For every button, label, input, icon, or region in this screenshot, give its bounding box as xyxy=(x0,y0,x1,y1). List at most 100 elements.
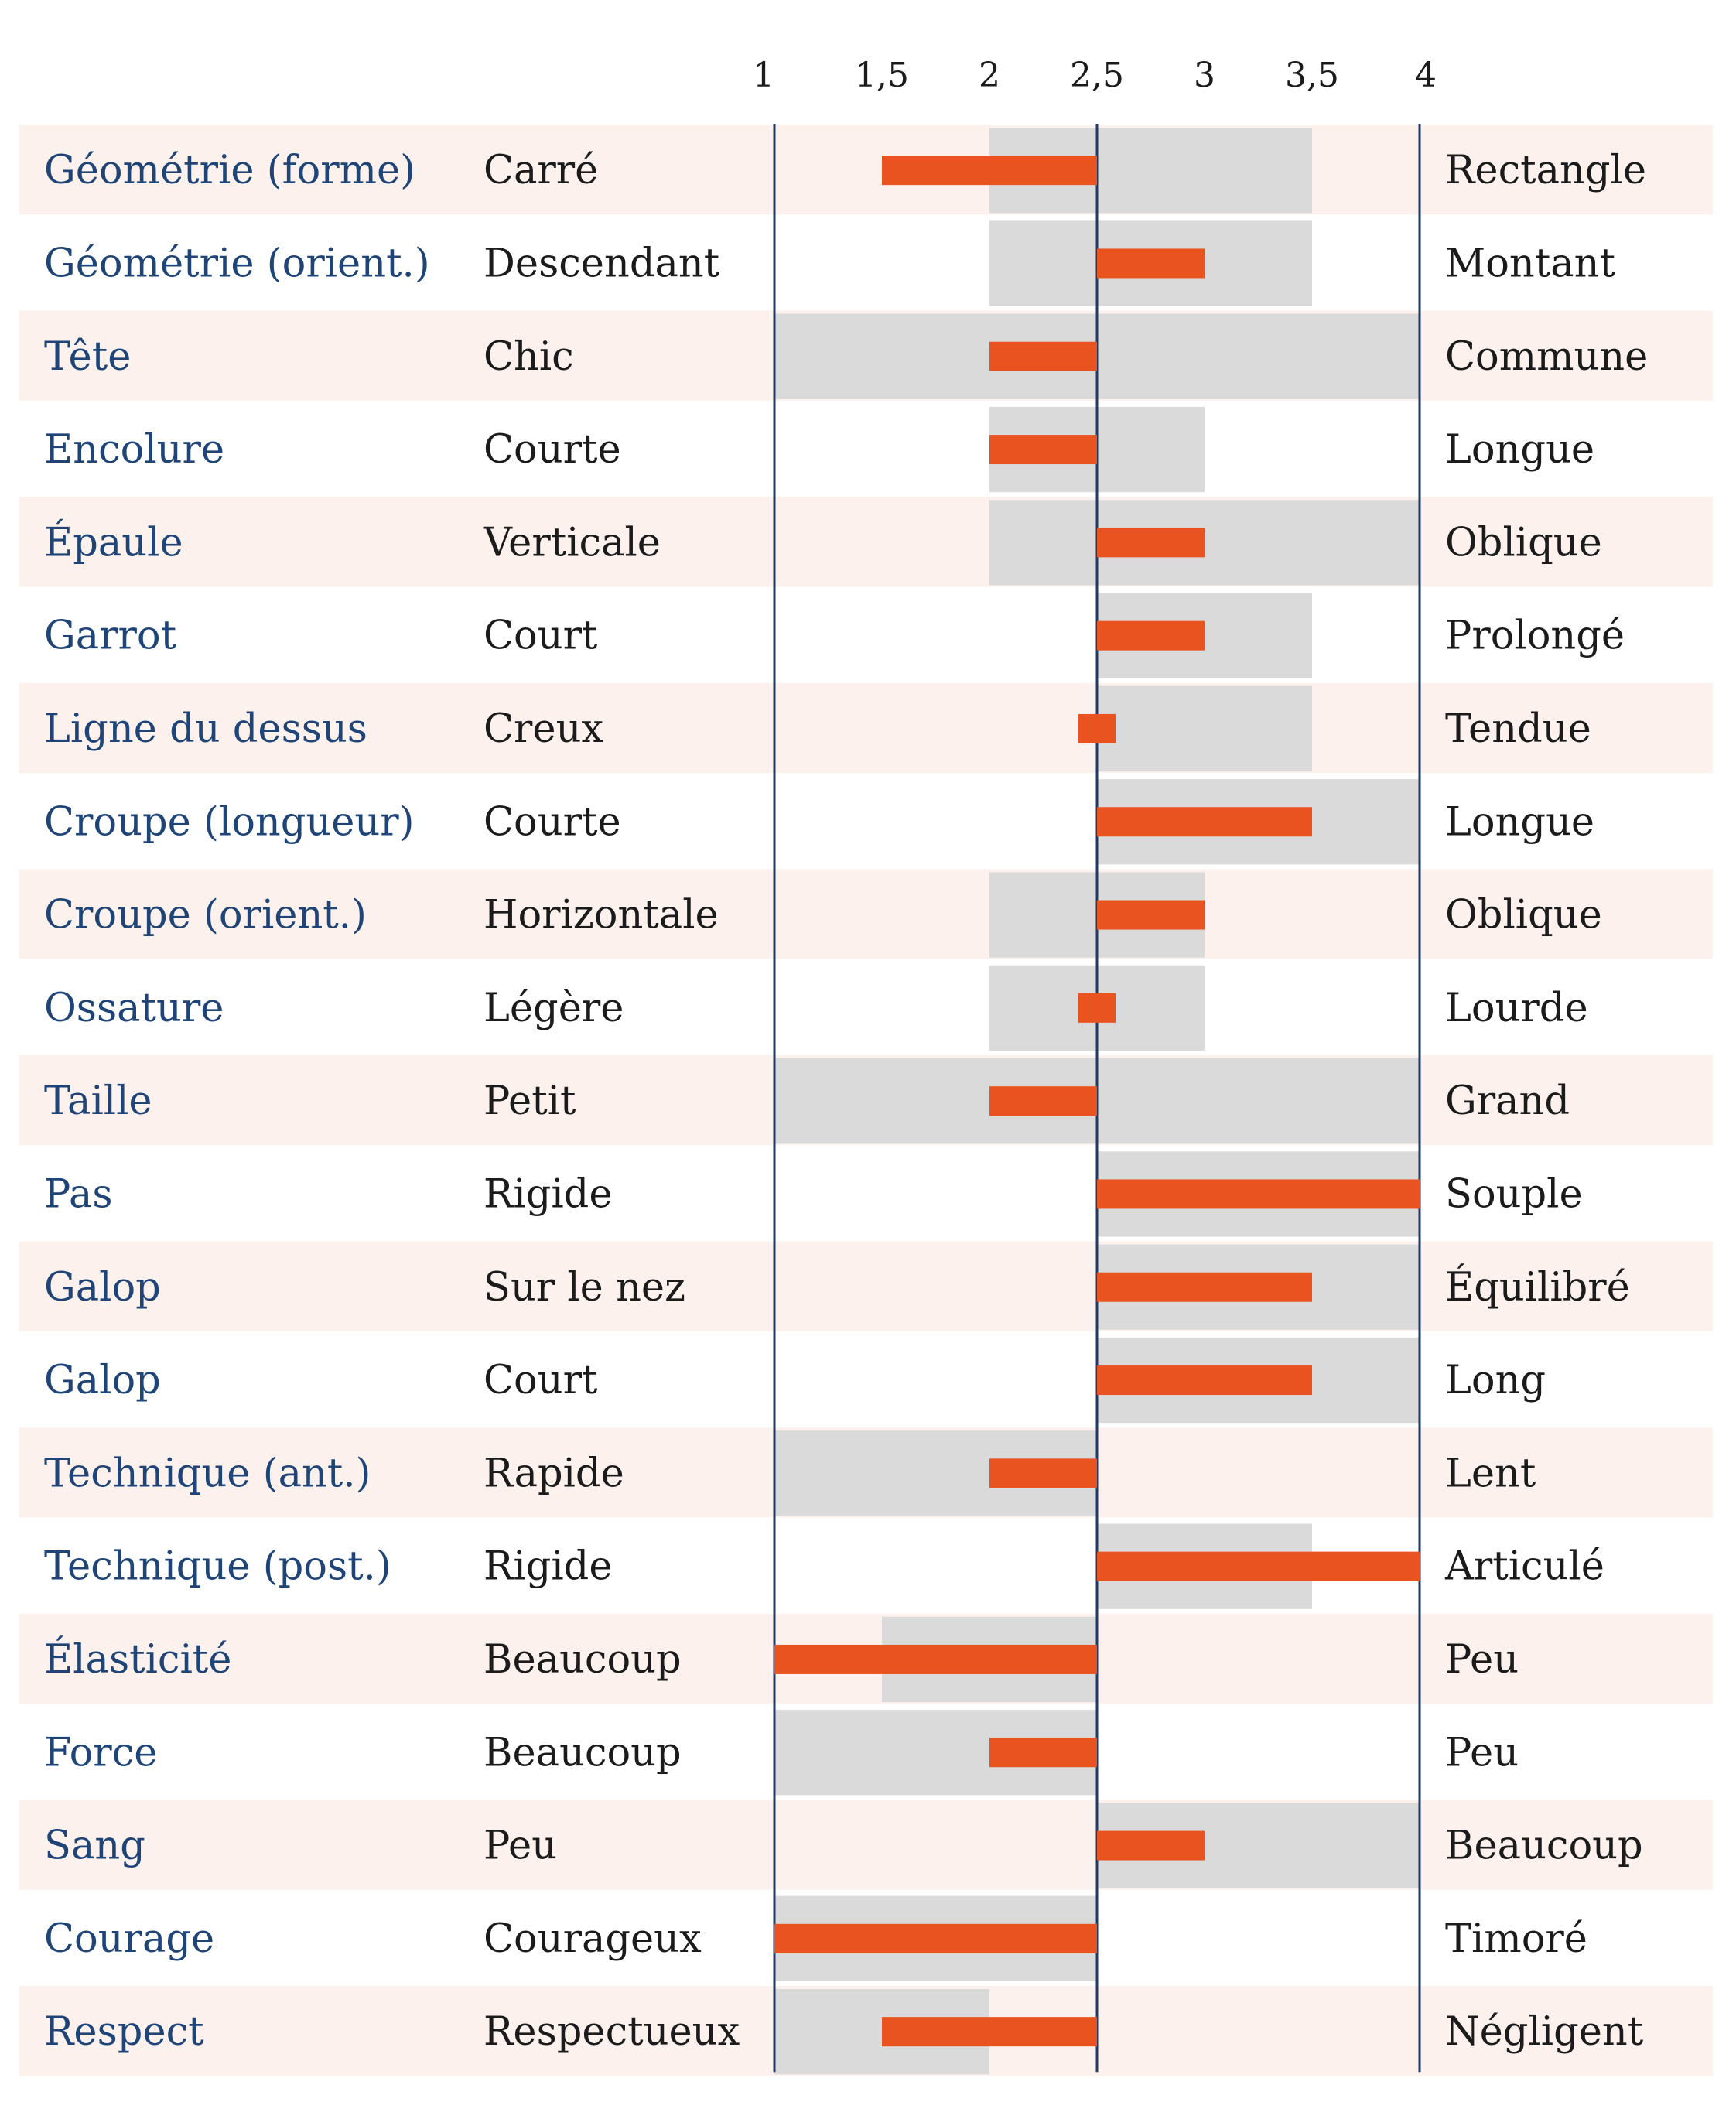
high-pole-label: Longue xyxy=(1445,427,1594,473)
trait-label: Épaule xyxy=(44,519,183,566)
range-band xyxy=(1097,685,1312,772)
value-bar xyxy=(882,156,1097,186)
value-bar xyxy=(1097,1551,1420,1581)
low-pole-label: Légère xyxy=(484,986,624,1031)
value-bar xyxy=(774,1923,1097,1953)
trait-label: Géométrie (forme) xyxy=(44,148,415,193)
trait-label: Géométrie (orient.) xyxy=(44,241,430,286)
value-bar xyxy=(1097,1179,1420,1209)
trait-label: Courage xyxy=(44,1916,214,1962)
high-pole-label: Beaucoup xyxy=(1445,1823,1643,1869)
high-pole-label: Articulé xyxy=(1444,1544,1604,1590)
row-label-layer: Géométrie (forme) Carré Rectangle Géométrie… xyxy=(44,148,1648,2055)
trait-label: Encolure xyxy=(44,427,224,473)
high-pole-label: Prolongé xyxy=(1445,614,1625,659)
high-pole-label: Lent xyxy=(1445,1451,1536,1496)
high-pole-label: Peu xyxy=(1445,1637,1519,1683)
low-pole-label: Verticale xyxy=(483,520,661,566)
value-bar xyxy=(882,2017,1097,2047)
row-background xyxy=(19,1800,1713,1890)
value-bar xyxy=(989,341,1097,371)
row-background xyxy=(19,497,1713,587)
value-bar xyxy=(1097,1272,1312,1302)
trait-label: Force xyxy=(44,1730,157,1776)
trait-label: Tête xyxy=(44,334,131,380)
trait-label: Ligne du dessus xyxy=(44,706,367,752)
tick-label: 3,5 xyxy=(1285,56,1339,95)
low-pole-label: Peu xyxy=(484,1823,557,1869)
value-bar xyxy=(1097,620,1205,651)
low-pole-label: Rapide xyxy=(484,1451,624,1496)
tick-label: 1,5 xyxy=(855,56,909,95)
low-pole-label: Rigide xyxy=(484,1544,613,1590)
row-background xyxy=(19,1241,1713,1331)
value-bar xyxy=(1097,900,1205,930)
low-pole-label: Courte xyxy=(484,427,621,473)
trait-label: Sang xyxy=(44,1823,145,1869)
low-pole-label: Respectueux xyxy=(484,2009,740,2055)
low-pole-label: Descendant xyxy=(484,241,720,286)
trait-label: Technique (ant.) xyxy=(44,1451,371,1496)
value-bar xyxy=(1097,528,1205,558)
tick-label: 1 xyxy=(753,56,774,95)
trait-label: Respect xyxy=(44,2009,204,2055)
high-pole-label: Montant xyxy=(1445,241,1616,286)
trait-label: Technique (post.) xyxy=(44,1544,391,1590)
value-bar xyxy=(989,435,1097,465)
high-pole-label: Oblique xyxy=(1445,893,1602,938)
trait-label: Taille xyxy=(44,1078,152,1124)
value-bar xyxy=(774,1644,1097,1674)
value-bar xyxy=(1078,993,1116,1023)
trait-label: Croupe (longueur) xyxy=(44,799,415,845)
low-pole-label: Horizontale xyxy=(484,893,719,938)
low-pole-label: Beaucoup xyxy=(484,1637,682,1683)
value-bar xyxy=(1097,807,1312,837)
low-pole-label: Beaucoup xyxy=(484,1730,682,1776)
value-bar xyxy=(1097,1365,1312,1396)
high-pole-label: Longue xyxy=(1445,799,1594,845)
row-background xyxy=(19,125,1713,215)
low-pole-label: Courageux xyxy=(484,1916,702,1962)
trait-label: Galop xyxy=(44,1358,161,1403)
high-pole-label: Tendue xyxy=(1445,706,1591,752)
row-background xyxy=(19,869,1713,959)
tick-label: 3 xyxy=(1194,56,1215,95)
low-pole-label: Petit xyxy=(484,1078,576,1124)
trait-label: Élasticité xyxy=(44,1636,231,1683)
tick-label-layer: 1 1,5 2 2,5 3 3,5 4 xyxy=(753,56,1437,95)
high-pole-label: Rectangle xyxy=(1445,148,1646,193)
trait-label: Garrot xyxy=(44,614,177,659)
low-pole-label: Court xyxy=(484,614,598,659)
low-pole-label: Courte xyxy=(484,799,621,845)
low-pole-label: Carré xyxy=(484,148,598,193)
value-bar xyxy=(989,1458,1097,1488)
tick-label: 2,5 xyxy=(1070,56,1124,95)
row-background xyxy=(19,682,1713,774)
value-bar xyxy=(989,1738,1097,1768)
high-pole-label: Équilibré xyxy=(1445,1264,1630,1311)
value-bar xyxy=(1097,1830,1205,1861)
low-pole-label: Creux xyxy=(484,706,603,752)
trait-label: Pas xyxy=(44,1171,113,1217)
trait-label: Galop xyxy=(44,1265,161,1311)
trait-label: Ossature xyxy=(44,986,224,1031)
high-pole-label: Souple xyxy=(1445,1171,1583,1217)
low-pole-label: Court xyxy=(484,1358,598,1403)
high-pole-label: Oblique xyxy=(1445,520,1602,566)
value-bar xyxy=(1097,248,1205,279)
value-bar xyxy=(1078,713,1116,743)
tick-label: 4 xyxy=(1415,56,1437,95)
low-pole-label: Sur le nez xyxy=(484,1265,685,1311)
high-pole-label: Timoré xyxy=(1445,1916,1587,1962)
trait-label: Croupe (orient.) xyxy=(44,893,367,938)
low-pole-label: Rigide xyxy=(484,1171,613,1217)
tick-label: 2 xyxy=(979,56,1000,95)
high-pole-label: Lourde xyxy=(1445,986,1588,1031)
high-pole-label: Long xyxy=(1445,1358,1546,1403)
low-pole-label: Chic xyxy=(484,334,574,380)
value-bar-layer xyxy=(774,156,1420,2047)
value-bar xyxy=(989,1086,1097,1116)
high-pole-label: Commune xyxy=(1445,334,1648,380)
high-pole-label: Grand xyxy=(1445,1078,1570,1124)
